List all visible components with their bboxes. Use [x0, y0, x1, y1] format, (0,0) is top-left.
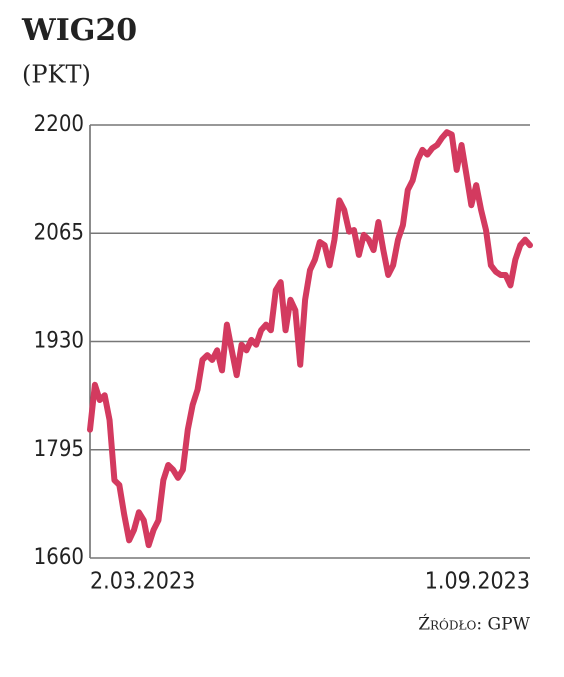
source: Źródło: GPW [418, 614, 530, 635]
y-tick-label: 2065 [34, 220, 84, 245]
chart-title: WIG20 [21, 13, 137, 48]
x-tick-label: 1.09.2023 [425, 569, 530, 595]
chart-subtitle: (PKT) [22, 61, 91, 89]
y-tick-label: 1795 [34, 437, 84, 462]
line [87, 129, 533, 549]
x-tick-label: 2.03.2023 [90, 569, 195, 595]
y-tick-label: 2200 [34, 112, 84, 137]
y-tick-label: 1930 [34, 329, 84, 354]
y-tick-label: 1660 [34, 545, 84, 570]
